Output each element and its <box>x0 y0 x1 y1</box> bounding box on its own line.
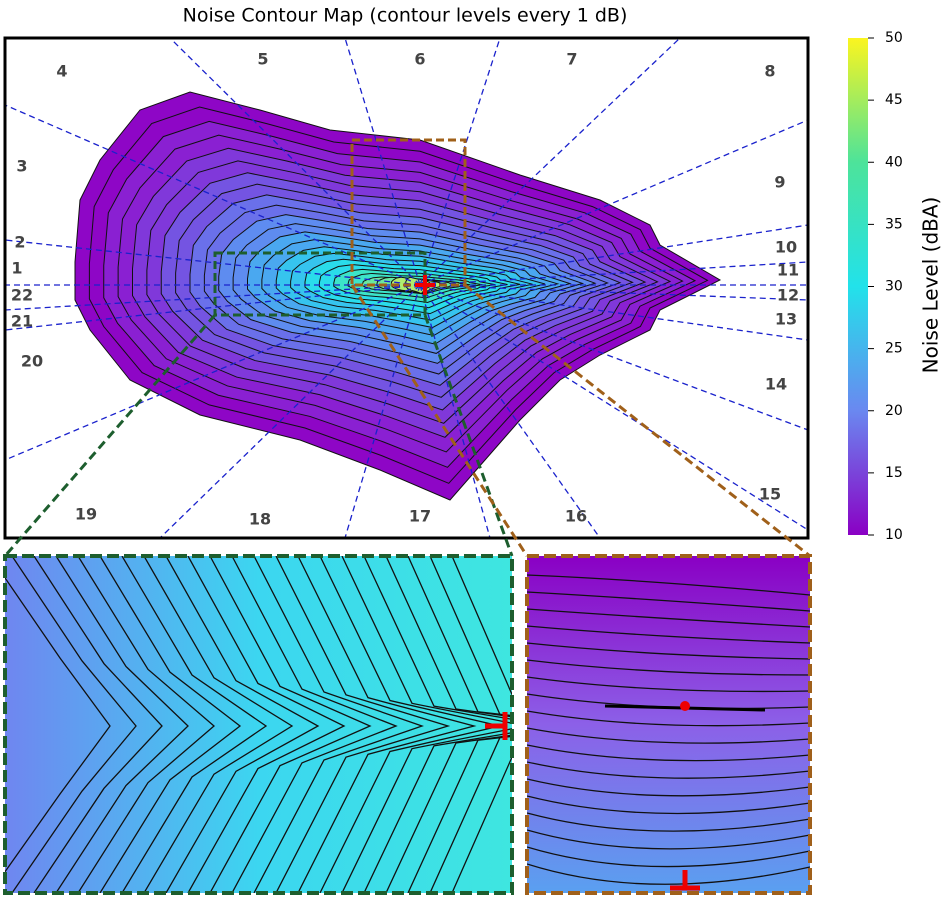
sector-line <box>419 261 808 286</box>
zoom-contour <box>143 556 294 893</box>
zoom-panel-brown <box>527 556 810 893</box>
zoom-contour <box>527 761 810 779</box>
colorbar-tick-label: 40 <box>885 154 903 170</box>
sector-label: 10 <box>775 238 797 257</box>
zoom-contour <box>527 642 810 660</box>
colorbar-label: Noise Level (dBA) <box>919 197 943 374</box>
zoom-contour <box>297 556 477 893</box>
sector-line <box>344 284 421 538</box>
zoom-contour <box>527 727 810 744</box>
sector-label: 13 <box>775 310 797 329</box>
zoom-contour <box>527 863 810 885</box>
zoom-contour <box>527 795 810 815</box>
zoom-contour <box>527 710 810 727</box>
zoom-contour <box>527 812 810 832</box>
sector-label: 4 <box>56 62 67 81</box>
sector-label: 14 <box>765 375 787 394</box>
map-frame <box>3 36 810 540</box>
sector-label: 11 <box>777 261 799 280</box>
zoom-contour <box>33 556 163 893</box>
sector-line <box>419 284 491 538</box>
sector-label: 21 <box>11 312 33 331</box>
colorbar-tick-label: 25 <box>885 341 903 357</box>
sector-label: 20 <box>21 352 43 371</box>
zoom-contour <box>527 591 810 612</box>
source-marker <box>415 275 435 295</box>
sector-line <box>159 284 421 538</box>
sector-line <box>344 38 421 286</box>
zoom-contour <box>77 556 215 893</box>
chart-title: Noise Contour Map (contour levels every … <box>183 5 628 27</box>
zoom-contour <box>527 846 810 868</box>
sector-line <box>419 224 808 286</box>
zoom-contour <box>385 556 512 893</box>
sector-line <box>419 284 808 341</box>
sector-label: 6 <box>414 50 425 69</box>
colorbar-tick-label: 10 <box>885 527 903 543</box>
zoom-contour <box>527 829 810 850</box>
zoom-contour <box>253 556 424 893</box>
sector-line <box>419 284 808 301</box>
zoom-contour <box>165 556 320 893</box>
zoom-contour <box>231 556 398 893</box>
sector-line <box>169 38 421 286</box>
zoom-contour <box>99 556 242 893</box>
zoom-panel-green <box>5 556 512 893</box>
zoom-contour <box>121 556 268 893</box>
sector-label: 1 <box>11 259 22 278</box>
sector-line <box>419 284 601 538</box>
zoom-contour <box>527 608 810 628</box>
sector-label: 19 <box>75 505 97 524</box>
zoom-contour <box>527 574 810 596</box>
sector-label: 7 <box>566 50 577 69</box>
colorbar <box>848 38 868 535</box>
green-frame <box>3 554 514 895</box>
zoom-contour <box>209 556 372 893</box>
sector-label: 17 <box>409 507 431 526</box>
zoom-connectors <box>3 283 811 558</box>
colorbar-tick-label: 15 <box>885 465 903 481</box>
colorbar-tick-label: 50 <box>885 30 903 46</box>
zoom-contour <box>275 556 451 893</box>
sector-label: 15 <box>759 485 781 504</box>
sector-label: 3 <box>16 157 27 176</box>
colorbar-tick-label: 45 <box>885 92 903 108</box>
zoom-box-brown <box>350 138 467 287</box>
zoom-contour <box>527 659 810 676</box>
zoom-contour <box>451 556 512 893</box>
sector-line <box>5 284 421 461</box>
zoom-contour <box>363 556 512 893</box>
zoom-contour <box>187 556 346 893</box>
sector-line <box>419 284 808 531</box>
sector-label: 2 <box>14 233 25 252</box>
sector-label: 5 <box>257 50 268 69</box>
sector-label: 16 <box>565 507 587 526</box>
zoom-contour <box>429 556 512 893</box>
sector-line <box>419 119 808 286</box>
brown-frame <box>525 554 812 895</box>
sector-label: 12 <box>777 286 799 305</box>
zoom-contour <box>11 556 137 893</box>
zoom-contour <box>5 576 111 873</box>
zoom-contour <box>527 625 810 644</box>
zoom-contour <box>55 556 189 893</box>
sector-line <box>419 38 501 286</box>
sector-label: 18 <box>249 510 271 529</box>
zoom-contour <box>527 744 810 762</box>
colorbar-tick-label: 30 <box>885 279 903 295</box>
sector-label: 22 <box>11 286 33 305</box>
zoom-contour <box>407 556 512 893</box>
contour-map <box>5 38 808 538</box>
zoom-contour <box>527 676 810 693</box>
colorbar-tick-label: 20 <box>885 403 903 419</box>
zoom-contour <box>341 556 512 893</box>
sector-line <box>419 284 808 431</box>
sector-label: 9 <box>774 173 785 192</box>
zoom-contour <box>527 778 810 797</box>
colorbar-tick-label: 35 <box>885 216 903 232</box>
sector-label: 8 <box>764 62 775 81</box>
